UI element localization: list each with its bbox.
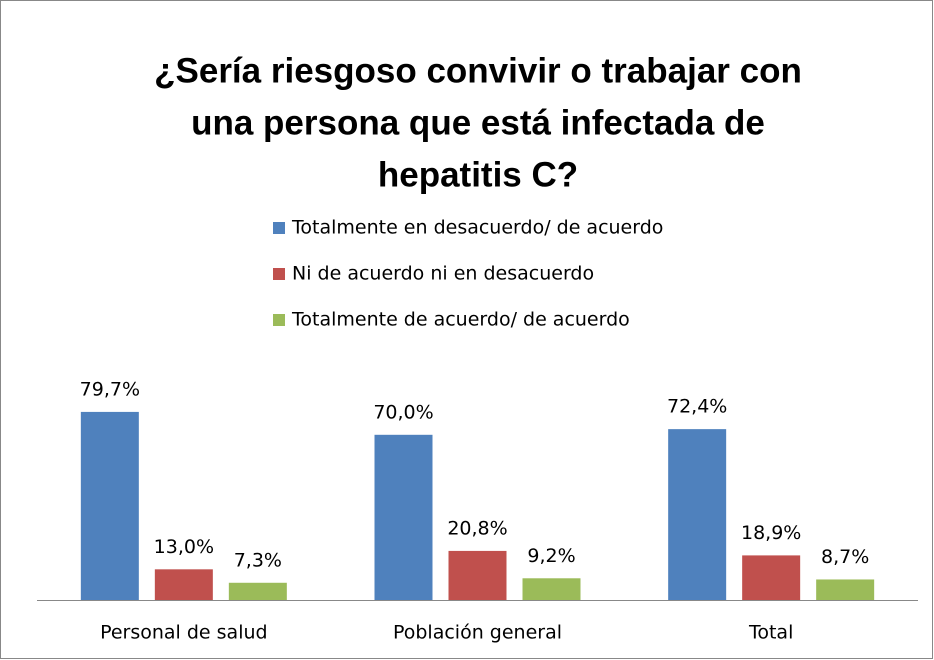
bar xyxy=(522,578,581,600)
data-label: 7,3% xyxy=(234,549,282,571)
bar xyxy=(80,411,139,600)
bar xyxy=(816,579,875,600)
chart-title: una persona que está infectada de xyxy=(191,103,765,142)
data-label: 72,4% xyxy=(667,396,727,418)
data-label: 20,8% xyxy=(447,517,507,539)
legend-swatch xyxy=(273,268,285,280)
data-label: 79,7% xyxy=(80,378,140,400)
legend-label: Ni de acuerdo ni en desacuerdo xyxy=(292,263,594,285)
x-tick-label: Personal de salud xyxy=(100,622,268,644)
bar xyxy=(374,434,433,600)
bar xyxy=(154,569,213,600)
data-label: 9,2% xyxy=(527,545,575,567)
legend-label: Totalmente de acuerdo/ de acuerdo xyxy=(291,309,630,331)
legend-label: Totalmente en desacuerdo/ de acuerdo xyxy=(291,217,663,239)
legend-swatch xyxy=(273,222,285,234)
x-tick-label: Población general xyxy=(393,622,562,644)
data-label: 13,0% xyxy=(154,536,214,558)
bar xyxy=(228,582,287,600)
x-tick-label: Total xyxy=(748,622,793,644)
chart-title: ¿Sería riesgoso convivir o trabajar con xyxy=(154,51,802,90)
bar xyxy=(668,429,727,600)
legend-swatch xyxy=(273,314,285,326)
data-label: 8,7% xyxy=(821,546,869,568)
bar xyxy=(448,550,507,600)
bar xyxy=(742,555,801,600)
chart-title: hepatitis C? xyxy=(378,155,578,194)
data-label: 18,9% xyxy=(741,522,801,544)
data-label: 70,0% xyxy=(373,401,433,423)
